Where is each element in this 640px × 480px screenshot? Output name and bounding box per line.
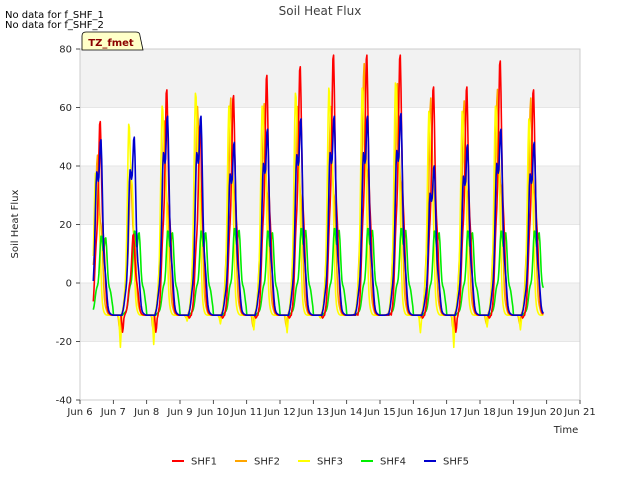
- chart-title: Soil Heat Flux: [279, 4, 362, 18]
- x-tick-label: Jun 13: [297, 407, 330, 418]
- x-tick-label: Jun 7: [100, 407, 126, 418]
- badge-label: TZ_fmet: [88, 38, 134, 49]
- x-axis-ticks: Jun 6 Jun 7 Jun 8 Jun 9 Jun 10 Jun 11 Jun 12 Ju…: [66, 400, 596, 418]
- badge-box: [81, 31, 144, 51]
- y-tick-label: -20: [56, 337, 72, 348]
- y-tick-label: -40: [56, 396, 72, 407]
- series-layer: [92, 54, 545, 349]
- x-tick-label: Jun 16: [397, 407, 430, 418]
- x-tick-label: Jun 10: [197, 407, 230, 418]
- no-data-note-1: No data for f_SHF_1: [5, 10, 104, 21]
- y-axis-ticks: -40 -20 0 20 40 60 80: [56, 45, 80, 407]
- y-tick-label: 20: [59, 220, 72, 231]
- x-tick-label: Jun 14: [330, 407, 363, 418]
- no-data-note-2: No data for f_SHF_2: [5, 20, 104, 31]
- x-tick-label: Jun 6: [66, 407, 92, 418]
- y-tick-label: 60: [59, 103, 72, 114]
- series-line-shf5: [92, 112, 544, 317]
- y-tick-label: 40: [59, 162, 72, 173]
- x-tick-label: Jun 15: [363, 407, 396, 418]
- y-tick-label: 80: [59, 45, 72, 56]
- grid-band: [80, 341, 580, 400]
- x-tick-label: Jun 18: [463, 407, 496, 418]
- x-tick-label: Jun 9: [166, 407, 192, 418]
- x-tick-label: Jun 20: [530, 407, 563, 418]
- x-tick-label: Jun 12: [263, 407, 296, 418]
- legend-label-shf2: SHF2: [254, 457, 280, 468]
- x-tick-label: Jun 8: [133, 407, 159, 418]
- legend: SHF1 SHF2 SHF3 SHF4 SHF5: [172, 457, 469, 468]
- y-tick-label: 0: [66, 279, 72, 290]
- legend-label-shf1: SHF1: [191, 457, 217, 468]
- legend-label-shf3: SHF3: [317, 457, 343, 468]
- legend-label-shf4: SHF4: [380, 457, 406, 468]
- x-tick-label: Jun 11: [230, 407, 263, 418]
- grid-band: [80, 283, 580, 342]
- tz-badge: TZ_fmet: [81, 31, 144, 51]
- x-tick-label: Jun 17: [430, 407, 463, 418]
- x-tick-label: Jun 21: [563, 407, 596, 418]
- x-tick-label: Jun 19: [497, 407, 530, 418]
- y-axis-label: Soil Heat Flux: [10, 189, 21, 258]
- legend-label-shf5: SHF5: [443, 457, 469, 468]
- x-axis-label: Time: [553, 425, 578, 436]
